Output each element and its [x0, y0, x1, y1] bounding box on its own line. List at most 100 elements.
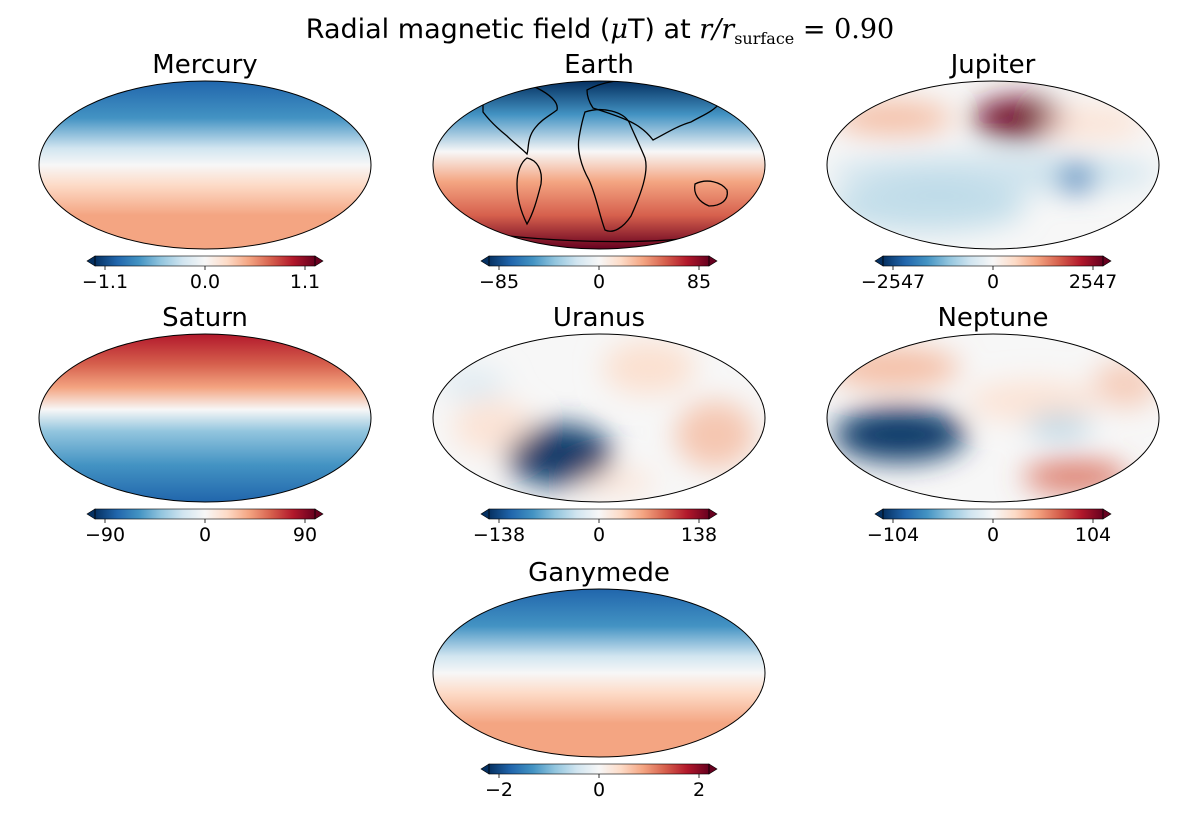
field-anomaly [966, 381, 1100, 422]
colorbar-tick-label: −104 [867, 524, 919, 546]
colorbar-gradient [883, 256, 1103, 266]
colorbar-extend-high [314, 255, 324, 267]
panel-title: Jupiter [950, 50, 1036, 80]
colorbar: −85 0 85 [479, 255, 718, 293]
field-background [433, 589, 765, 757]
colorbar: −90 0 90 [85, 508, 324, 546]
title-prefix: Radial magnetic field ( [305, 14, 611, 45]
colorbar-tick-label: 1.1 [290, 271, 320, 293]
map-svg: −2 0 2 [432, 588, 766, 801]
colorbar-extend-low [874, 508, 884, 520]
colorbar-tick-label: 0 [593, 779, 605, 801]
field-anomaly [1059, 165, 1093, 192]
colorbar: −2 0 2 [480, 763, 718, 801]
field-anomaly [1022, 460, 1130, 494]
colorbar-gradient [489, 256, 709, 266]
map-svg: −138 0 138 [432, 333, 766, 546]
colorbar-extend-low [480, 508, 490, 520]
map-outline [38, 80, 372, 250]
colorbar-extend-low [480, 763, 490, 775]
colorbar-tick-label: 0 [199, 524, 211, 546]
colorbar-tick-label: 0.0 [190, 271, 220, 293]
panel-title: Saturn [162, 303, 248, 333]
colorbar: −138 0 138 [473, 508, 718, 546]
panel-mercury: Mercury −1.1 0.0 1.1 [15, 50, 395, 310]
coastline [516, 157, 543, 226]
colorbar-extend-low [86, 255, 96, 267]
field-background [39, 334, 371, 502]
field-anomaly [452, 399, 533, 454]
colorbar-gradient [95, 509, 315, 519]
colorbar-tick-label: 138 [681, 524, 717, 546]
colorbar-extend-high [1102, 508, 1112, 520]
field-map [827, 334, 1159, 502]
title-mid: T) at [627, 14, 700, 45]
panel-title: Earth [564, 50, 634, 80]
map-svg: −2547 0 2547 [826, 80, 1160, 293]
panel-uranus: Uranus −138 0 138 [409, 303, 789, 563]
field-map [39, 334, 371, 502]
colorbar-extend-low [86, 508, 96, 520]
panel-ganymede: Ganymede −2 0 2 [409, 558, 789, 818]
panel-neptune: Neptune −104 0 104 [803, 303, 1183, 563]
map-svg: −85 0 85 [432, 80, 766, 293]
title-slash: / [712, 14, 722, 45]
colorbar-extend-high [314, 508, 324, 520]
coastline [693, 180, 728, 207]
colorbar-gradient [489, 509, 709, 519]
colorbar-tick-label: −90 [85, 524, 125, 546]
panel-title: Uranus [552, 303, 646, 333]
colorbar-tick-label: 2 [693, 779, 705, 801]
colorbar-tick-label: 104 [1075, 524, 1111, 546]
field-anomaly [506, 424, 613, 486]
title-r2: r [721, 14, 735, 45]
field-background [39, 81, 371, 249]
field-anomaly [1026, 412, 1093, 440]
panel-earth: Earth −85 0 85 [409, 50, 789, 310]
title-sub: surface [734, 29, 795, 48]
field-anomaly [575, 468, 656, 496]
field-anomaly [602, 340, 696, 395]
colorbar-tick-label: −2547 [861, 271, 925, 293]
colorbar-tick-label: 0 [987, 271, 999, 293]
map-outline [432, 588, 766, 758]
map-svg: −104 0 104 [826, 333, 1160, 546]
colorbar-tick-label: −1.1 [82, 271, 128, 293]
colorbar-extend-low [874, 255, 884, 267]
panel-saturn: Saturn −90 0 90 [15, 303, 395, 563]
field-anomaly [1039, 106, 1146, 140]
title-r: r [699, 14, 713, 45]
field-map [39, 81, 371, 249]
colorbar-gradient [489, 764, 709, 774]
panel-jupiter: Jupiter −2547 0 2547 [803, 50, 1183, 310]
colorbar-extend-high [1102, 255, 1112, 267]
field-map [433, 589, 765, 757]
title-val: 0.90 [834, 14, 895, 45]
field-map [827, 81, 1159, 249]
colorbar: −104 0 104 [867, 508, 1112, 546]
field-anomaly [833, 101, 954, 135]
map-outline [432, 80, 766, 250]
field-anomaly [439, 367, 507, 402]
colorbar-tick-label: −138 [473, 524, 525, 546]
colorbar: −2547 0 2547 [861, 255, 1117, 293]
field-anomaly [833, 407, 967, 462]
field-map [433, 81, 765, 249]
colorbar-tick-label: −2 [485, 779, 513, 801]
colorbar-tick-label: 2547 [1069, 271, 1117, 293]
coastline [586, 81, 722, 141]
colorbar-extend-high [708, 508, 718, 520]
field-anomaly [827, 181, 1027, 233]
map-svg: −90 0 90 [38, 333, 372, 546]
colorbar: −1.1 0.0 1.1 [82, 255, 324, 293]
field-map [433, 334, 765, 502]
colorbar-tick-label: 0 [593, 271, 605, 293]
colorbar-tick-label: 0 [593, 524, 605, 546]
field-anomaly [827, 347, 960, 388]
map-svg: −1.1 0.0 1.1 [38, 80, 372, 293]
coastline [482, 81, 558, 156]
colorbar-tick-label: −85 [479, 271, 519, 293]
colorbar-extend-low [480, 255, 490, 267]
colorbar-extend-high [708, 255, 718, 267]
panel-title: Mercury [152, 50, 258, 80]
